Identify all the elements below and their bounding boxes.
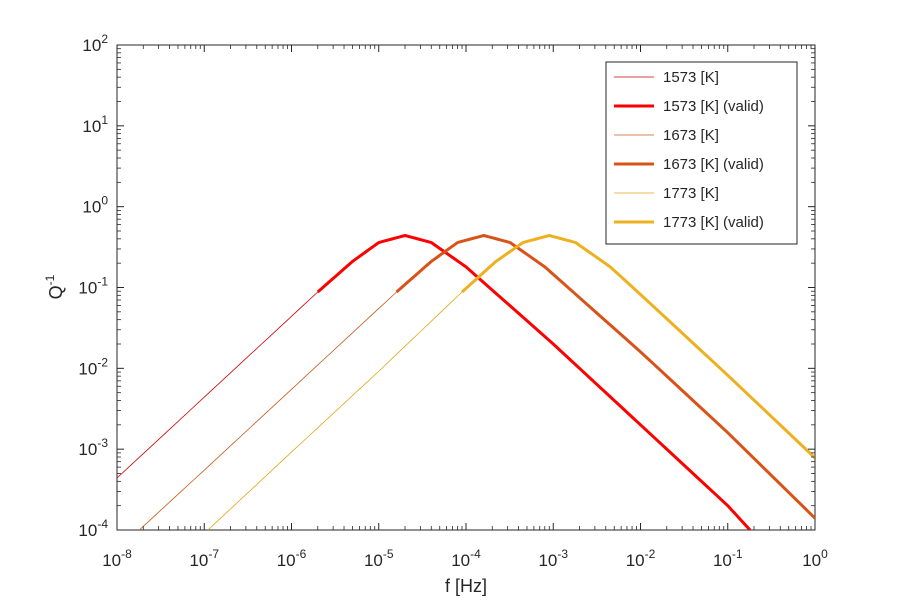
x-tick-label: 10-3	[538, 547, 568, 570]
x-tick-label: 10-1	[713, 547, 743, 570]
x-tick-label: 100	[802, 547, 828, 570]
y-tick-label: 10-3	[78, 436, 108, 459]
legend-label: 1573 [K]	[663, 69, 719, 86]
legend-label: 1773 [K]	[663, 185, 719, 202]
y-tick-label: 10-1	[78, 275, 108, 298]
y-axis-label: Q-1	[43, 274, 66, 299]
y-tick-label: 10-4	[78, 517, 108, 540]
legend: 1573 [K] 1573 [K] (valid) 1673 [K] 1673 [K]…	[605, 61, 798, 245]
x-tick-label: 10-6	[277, 547, 307, 570]
legend-label: 1673 [K] (valid)	[663, 156, 764, 173]
series-valid-line-1	[316, 233, 752, 530]
legend-label: 1773 [K] (valid)	[663, 214, 764, 231]
legend-label: 1573 [K] (valid)	[663, 98, 764, 115]
x-tick-label: 10-5	[364, 547, 394, 570]
series-valid-line-3	[461, 233, 815, 459]
x-tick-label: 10-2	[626, 547, 656, 570]
x-tick-label: 10-8	[102, 547, 132, 570]
series-layer	[117, 233, 815, 530]
y-tick-label: 100	[82, 194, 108, 217]
y-tick-label: 102	[82, 32, 108, 55]
axes-layer: 10-8 10-7 10-6 10-5 10-4 10-3 10-2 10-1 100 10-4 1…	[78, 32, 828, 570]
legend-box	[605, 61, 798, 245]
x-tick-label: 10-4	[451, 547, 481, 570]
y-tick-label: 101	[82, 113, 108, 136]
x-axis-label: f [Hz]	[445, 576, 487, 596]
legend-label: 1673 [K]	[663, 127, 719, 144]
series-valid-line-2	[395, 233, 815, 520]
y-tick-label: 10-2	[78, 355, 108, 378]
x-tick-label: 10-7	[189, 547, 219, 570]
